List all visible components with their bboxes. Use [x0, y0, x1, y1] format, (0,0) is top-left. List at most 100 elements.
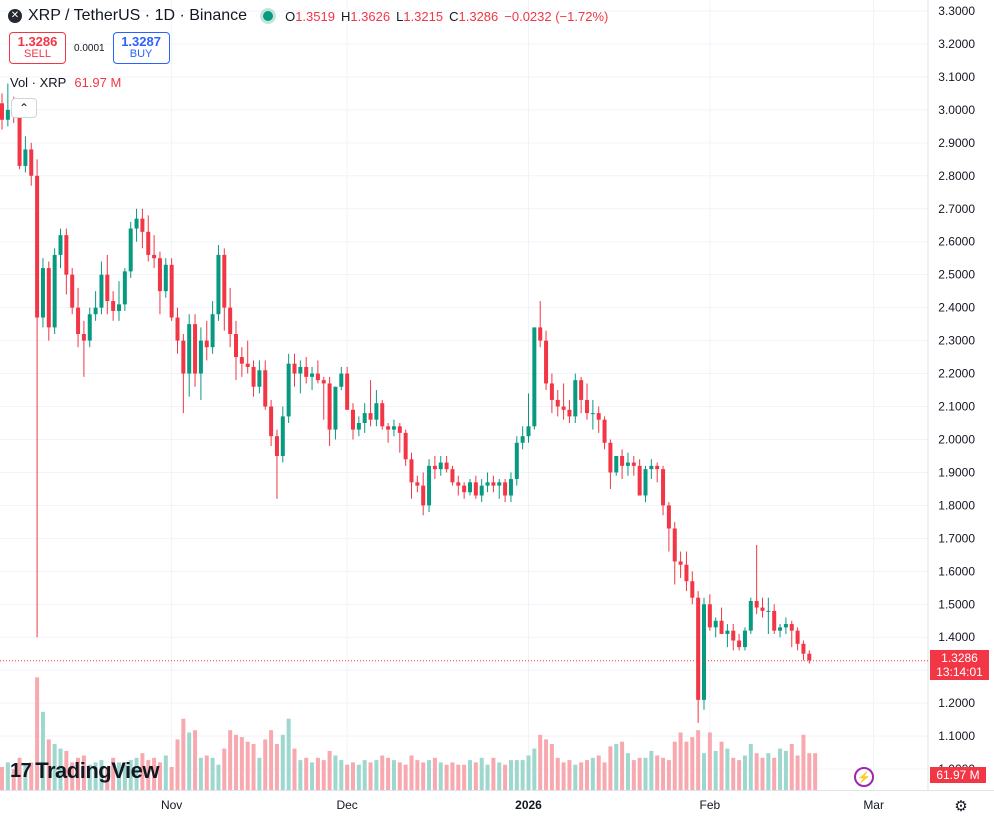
candle-body [503, 482, 508, 496]
y-tick-label: 2.2000 [938, 367, 975, 381]
volume-bar [269, 730, 274, 790]
bar-countdown: 13:14:01 [936, 665, 983, 679]
candle [87, 307, 92, 348]
candle-body [286, 363, 291, 417]
volume-bar [187, 732, 192, 790]
candle-body [333, 386, 338, 430]
candle-body [23, 149, 28, 166]
candle-body [321, 380, 326, 384]
candle-body [181, 340, 186, 374]
candle-body [269, 406, 274, 437]
candle [514, 436, 519, 486]
volume-bar [122, 764, 127, 790]
candle-body [456, 482, 461, 486]
lightning-icon[interactable]: ⚡ [854, 767, 874, 787]
volume-bar [450, 762, 455, 790]
y-tick-label: 1.1000 [938, 729, 975, 743]
candle [585, 383, 589, 420]
candle [99, 261, 104, 315]
candle-body [315, 373, 320, 381]
volume-bar [35, 677, 40, 790]
volume-bar [696, 730, 701, 790]
volume-bar [625, 753, 630, 790]
volume-bar [427, 760, 432, 790]
candle [684, 551, 689, 592]
volume-bar [567, 760, 572, 790]
candle [397, 423, 402, 453]
volume-bar [327, 750, 332, 790]
volume-label: Vol · XRP [10, 75, 67, 90]
symbol-title[interactable]: XRP / TetherUS · 1D · Binance [28, 7, 248, 24]
candle-body [64, 235, 69, 275]
chevron-up-icon[interactable]: ⌃ [11, 98, 37, 118]
buy-button[interactable]: 1.3287 BUY [112, 32, 170, 64]
x-tick-label: Nov [161, 798, 182, 812]
volume-bar [304, 757, 309, 790]
candle [666, 502, 671, 552]
symbol-legend: ✕ XRP / TetherUS · 1D · Binance O1.3519 … [8, 6, 608, 26]
candle [193, 314, 198, 387]
candle-body [81, 334, 86, 341]
volume-bar [538, 734, 543, 790]
volume-bar [140, 753, 145, 790]
volume-bar [198, 757, 203, 790]
volume-bar [415, 760, 420, 790]
candle [222, 248, 227, 331]
candle-body [0, 103, 4, 120]
volume-bar [105, 767, 110, 790]
candle-body [251, 366, 256, 387]
candle [754, 544, 759, 615]
candle-body [807, 653, 812, 661]
candle-body [760, 607, 765, 611]
candle [731, 624, 736, 651]
candle-body [263, 370, 268, 407]
volume-bar [596, 755, 601, 790]
candle [438, 455, 443, 476]
candle [76, 287, 81, 348]
candle-body [450, 469, 455, 483]
tradingview-logo[interactable]: 17 TradingView [10, 758, 159, 784]
volume-bar [204, 755, 209, 790]
candle-body [614, 455, 619, 473]
candle-body [128, 228, 133, 272]
x-tick-label: Feb [700, 798, 721, 812]
candle [742, 627, 747, 651]
candle-body [386, 426, 391, 430]
y-tick-label: 3.3000 [938, 4, 975, 18]
candle-body [140, 218, 145, 232]
candle [321, 376, 326, 420]
candle [210, 301, 215, 354]
volume-bar [684, 741, 689, 790]
tradingview-wordmark: TradingView [35, 758, 159, 783]
market-status-icon[interactable] [263, 11, 274, 21]
sell-price: 1.3286 [17, 34, 58, 49]
candle-body [327, 383, 332, 430]
volume-bar [345, 764, 350, 790]
volume-legend[interactable]: Vol · XRP 61.97 M [10, 75, 121, 90]
volume-bar [403, 764, 408, 790]
gear-icon[interactable]: ⚙ [954, 798, 968, 815]
candle-body [778, 627, 783, 631]
volume-bar [0, 767, 4, 790]
candle [333, 386, 338, 440]
candle [573, 373, 578, 423]
candle [789, 620, 794, 648]
x-logo-icon[interactable]: ✕ [8, 9, 22, 23]
candle [58, 228, 63, 269]
sell-button[interactable]: 1.3286 SELL [9, 32, 66, 64]
trade-panel: 1.3286 SELL 0.0001 1.3287 BUY [9, 32, 170, 64]
candle [310, 366, 315, 391]
candle [345, 366, 350, 410]
y-tick-label: 3.0000 [938, 103, 975, 117]
volume-bar [263, 739, 268, 790]
volume-bar [128, 760, 133, 790]
candle-body [444, 462, 449, 470]
candle [46, 261, 51, 341]
volume-bar [339, 760, 344, 790]
candle-body [655, 465, 660, 470]
y-tick-label: 2.4000 [938, 301, 975, 315]
candle [245, 340, 250, 374]
candle-body [157, 258, 162, 292]
candle-body [292, 363, 297, 374]
